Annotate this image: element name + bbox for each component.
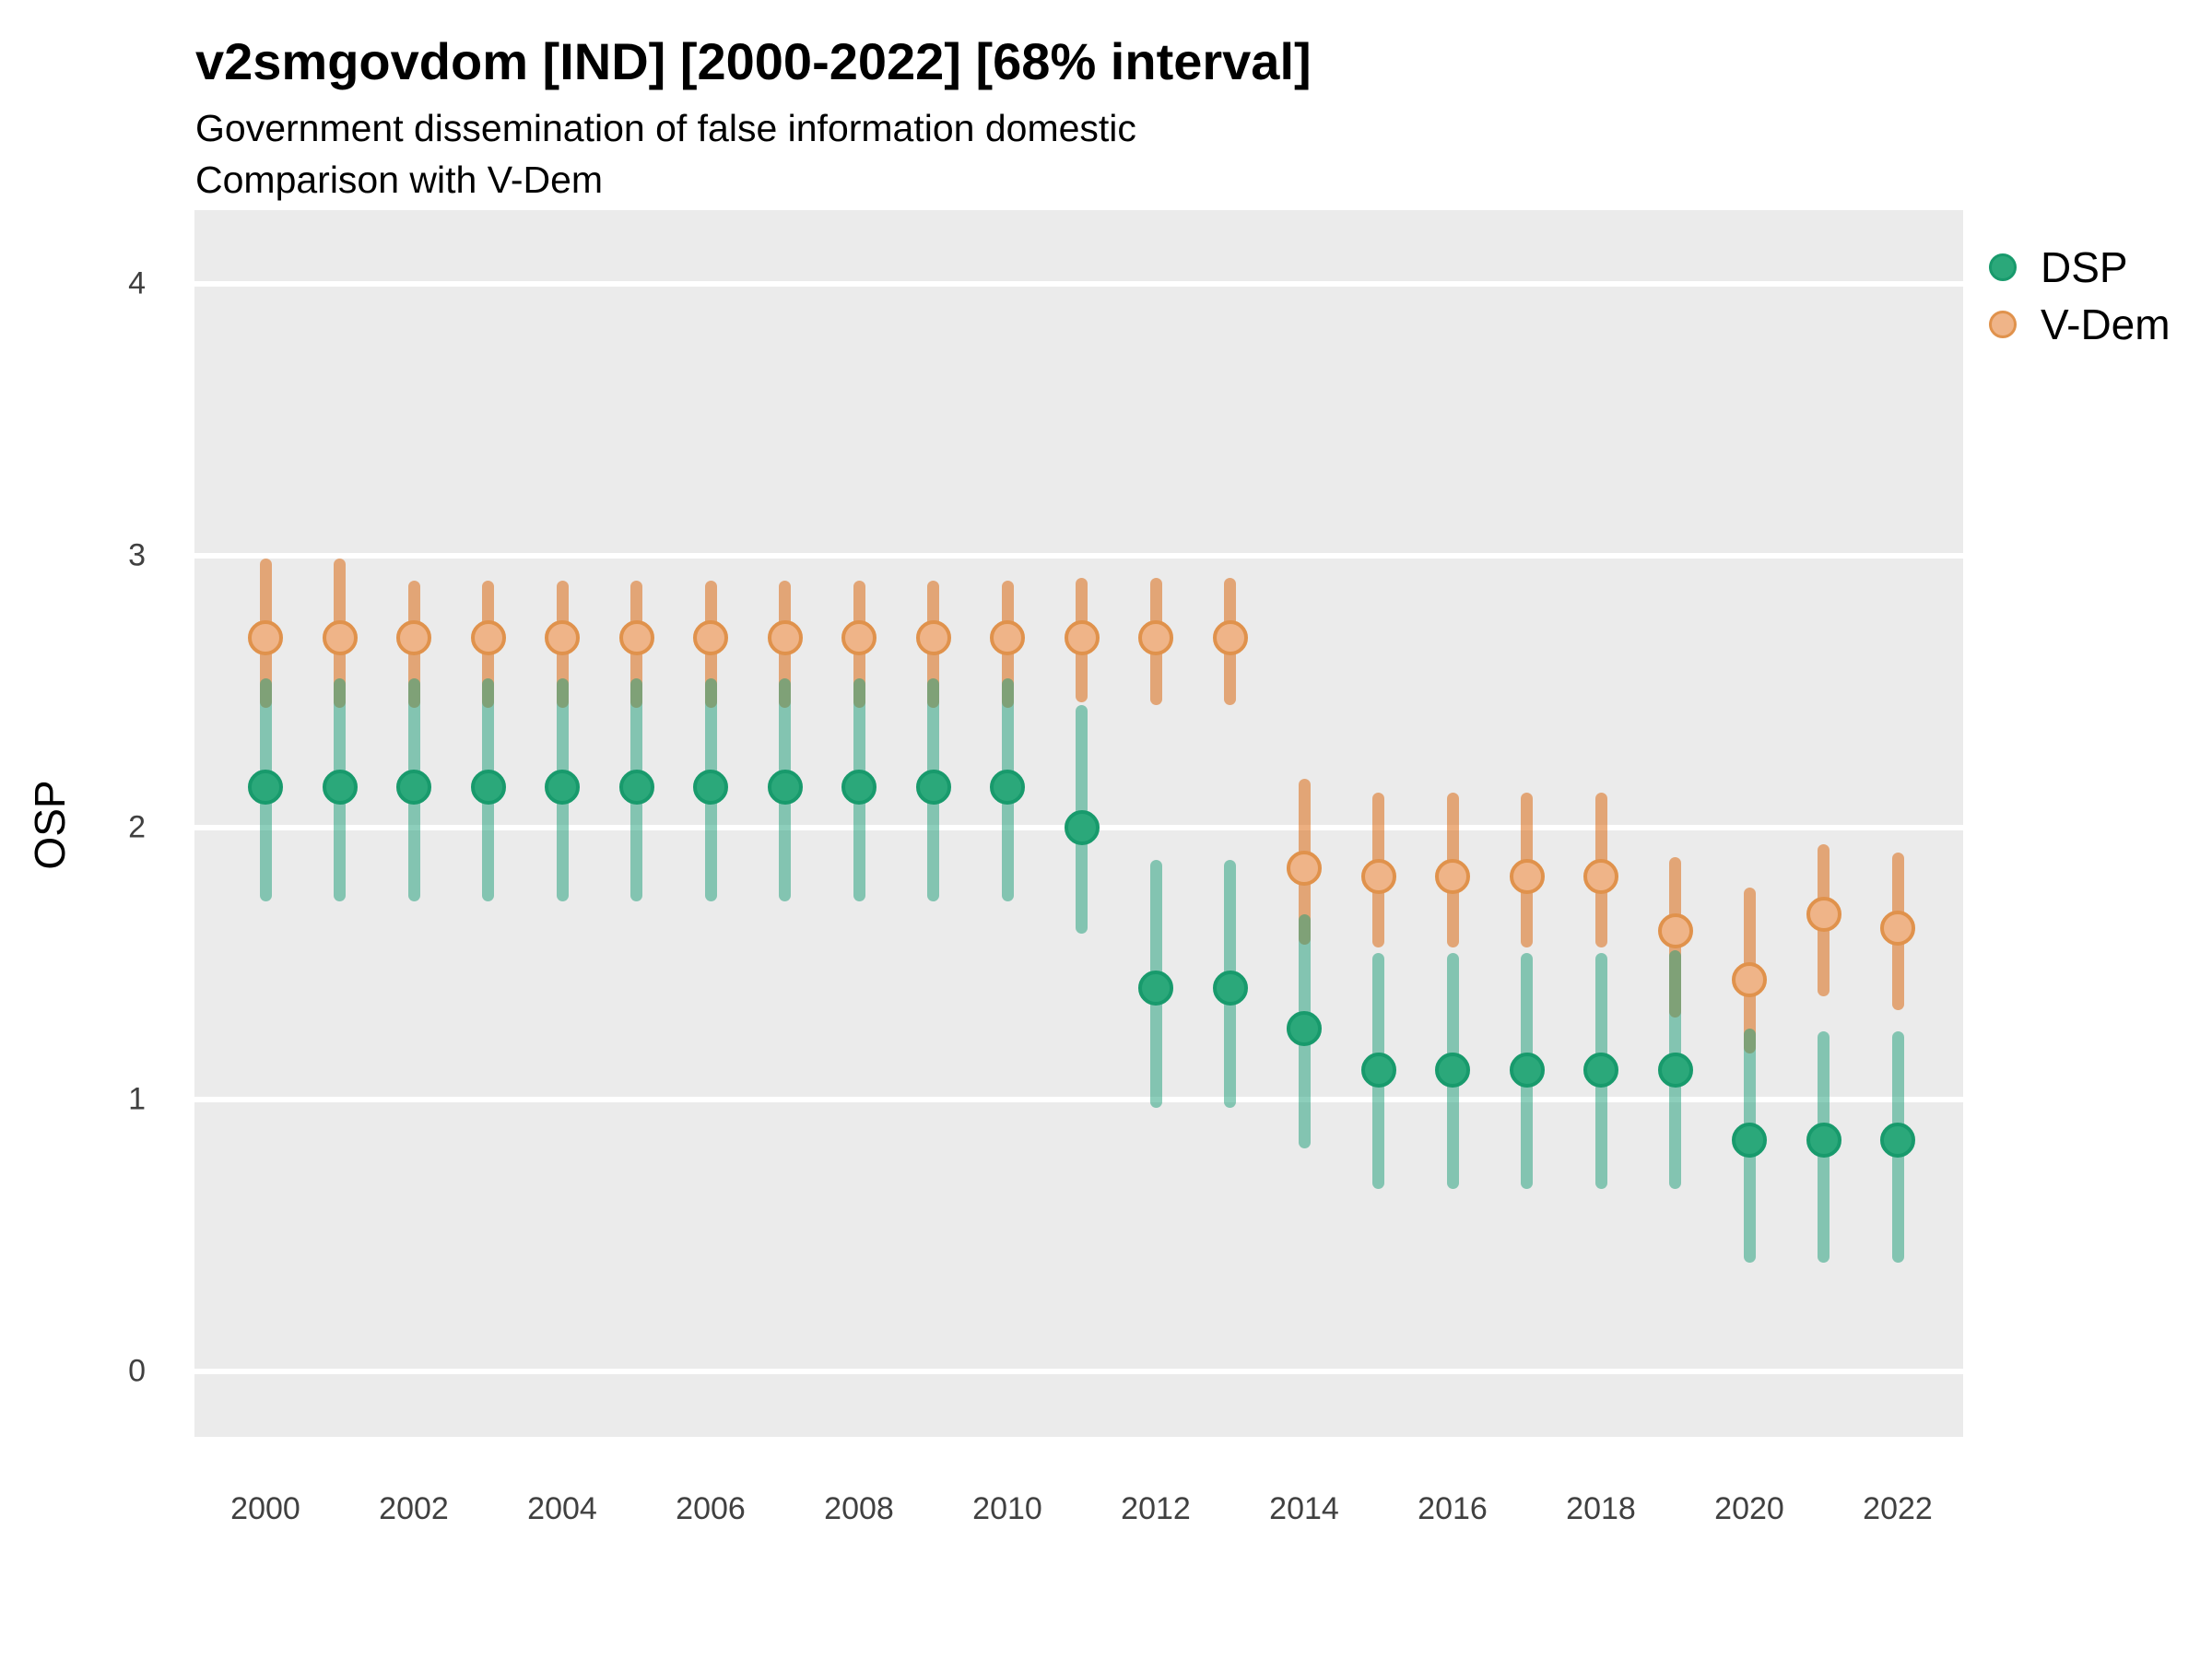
y-tick-label-3: 3 <box>128 537 146 573</box>
dsp-point-2021 <box>1806 1123 1841 1159</box>
chart-subtitle: Government dissemination of false inform… <box>195 107 1136 149</box>
dsp-point-2005 <box>618 769 654 805</box>
vdem-point-2004 <box>545 619 580 655</box>
vdem-point-2009 <box>915 619 951 655</box>
vdem-point-2000 <box>248 619 283 655</box>
gridline-y-4 <box>194 281 1963 287</box>
dsp-point-2006 <box>693 769 728 805</box>
vdem-point-2017 <box>1509 859 1545 895</box>
dsp-point-2009 <box>915 769 951 805</box>
y-tick-label-1: 1 <box>128 1081 146 1117</box>
dsp-point-2002 <box>396 769 431 805</box>
dsp-point-2000 <box>248 769 283 805</box>
vdem-point-2018 <box>1583 859 1618 895</box>
dsp-point-2017 <box>1509 1052 1545 1088</box>
y-tick-label-2: 2 <box>128 809 146 845</box>
gridline-y-1 <box>194 1097 1963 1102</box>
dsp-point-2010 <box>990 769 1025 805</box>
dsp-point-2007 <box>767 769 803 805</box>
vdem-point-2022 <box>1880 911 1915 947</box>
x-tick-label-2020: 2020 <box>1714 1491 1784 1526</box>
vdem-point-2007 <box>767 619 803 655</box>
x-tick-label-2018: 2018 <box>1566 1491 1636 1526</box>
legend-item-dsp: DSP <box>1989 243 2171 291</box>
dsp-legend-dot-icon <box>1989 253 2017 281</box>
x-tick-label-2000: 2000 <box>230 1491 300 1526</box>
y-axis-label: OSP <box>26 780 74 870</box>
dsp-point-2012 <box>1138 971 1173 1006</box>
dsp-point-2019 <box>1657 1052 1693 1088</box>
legend-label-vdem: V-Dem <box>2041 300 2171 348</box>
x-tick-label-2016: 2016 <box>1418 1491 1488 1526</box>
dsp-point-2020 <box>1732 1123 1767 1159</box>
gridline-y-3 <box>194 553 1963 559</box>
dsp-point-2013 <box>1212 971 1248 1006</box>
x-tick-label-2006: 2006 <box>676 1491 746 1526</box>
vdem-point-2021 <box>1806 897 1841 933</box>
y-tick-label-0: 0 <box>128 1353 146 1389</box>
dsp-point-2016 <box>1435 1052 1470 1088</box>
vdem-point-2003 <box>470 619 506 655</box>
plot-area <box>194 210 1963 1437</box>
vdem-point-2008 <box>841 619 877 655</box>
x-tick-label-2008: 2008 <box>824 1491 894 1526</box>
legend-item-vdem: V-Dem <box>1989 300 2171 348</box>
x-tick-label-2002: 2002 <box>379 1491 449 1526</box>
dsp-point-2011 <box>1064 810 1100 845</box>
chart-title: v2smgovdom [IND] [2000-2022] [68% interv… <box>195 32 1312 90</box>
dsp-point-2004 <box>545 769 580 805</box>
legend-label-dsp: DSP <box>2041 243 2128 291</box>
gridline-y-0 <box>194 1369 1963 1374</box>
legend: DSP V-Dem <box>1989 243 2171 361</box>
vdem-point-2013 <box>1212 619 1248 655</box>
x-tick-label-2012: 2012 <box>1121 1491 1191 1526</box>
x-tick-label-2022: 2022 <box>1863 1491 1933 1526</box>
x-tick-label-2010: 2010 <box>972 1491 1042 1526</box>
chart-subtitle-comparison: Comparison with V-Dem <box>195 159 604 201</box>
vdem-point-2011 <box>1064 619 1100 655</box>
vdem-point-2020 <box>1732 962 1767 998</box>
y-tick-label-4: 4 <box>128 265 146 301</box>
x-tick-label-2004: 2004 <box>527 1491 597 1526</box>
dsp-point-2008 <box>841 769 877 805</box>
vdem-point-2005 <box>618 619 654 655</box>
dsp-point-2018 <box>1583 1052 1618 1088</box>
dsp-point-2015 <box>1360 1052 1396 1088</box>
vdem-point-2002 <box>396 619 431 655</box>
vdem-legend-dot-icon <box>1989 311 2017 338</box>
vdem-point-2012 <box>1138 619 1173 655</box>
dsp-point-2014 <box>1287 1011 1322 1047</box>
vdem-point-2014 <box>1287 851 1322 887</box>
vdem-point-2016 <box>1435 859 1470 895</box>
dsp-point-2003 <box>470 769 506 805</box>
dsp-point-2022 <box>1880 1123 1915 1159</box>
vdem-point-2019 <box>1657 913 1693 949</box>
dsp-point-2001 <box>322 769 358 805</box>
x-tick-label-2014: 2014 <box>1269 1491 1339 1526</box>
vdem-point-2010 <box>990 619 1025 655</box>
vdem-point-2001 <box>322 619 358 655</box>
vdem-point-2006 <box>693 619 728 655</box>
vdem-point-2015 <box>1360 859 1396 895</box>
